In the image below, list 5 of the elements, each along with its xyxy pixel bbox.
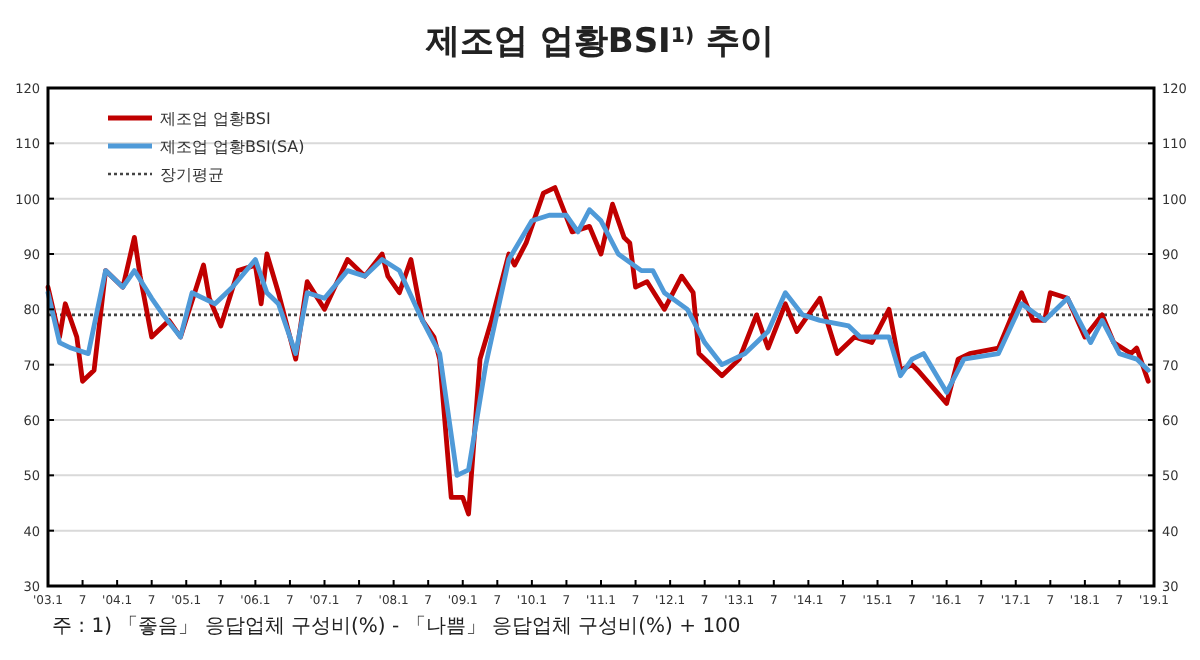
legend-label: 제조업 업황BSI (160, 110, 271, 128)
legend-label: 제조업 업황BSI(SA) (160, 138, 305, 156)
chart-title: 제조업 업황BSI$^{1)}$ 추이 (423, 22, 775, 62)
legend-label: 장기평균 (160, 166, 224, 184)
text: 주 : 1) 「좋음」 응답업체 구성비(%) - 「나쁨」 응답업체 구성비(%) + 100 (52, 614, 741, 638)
